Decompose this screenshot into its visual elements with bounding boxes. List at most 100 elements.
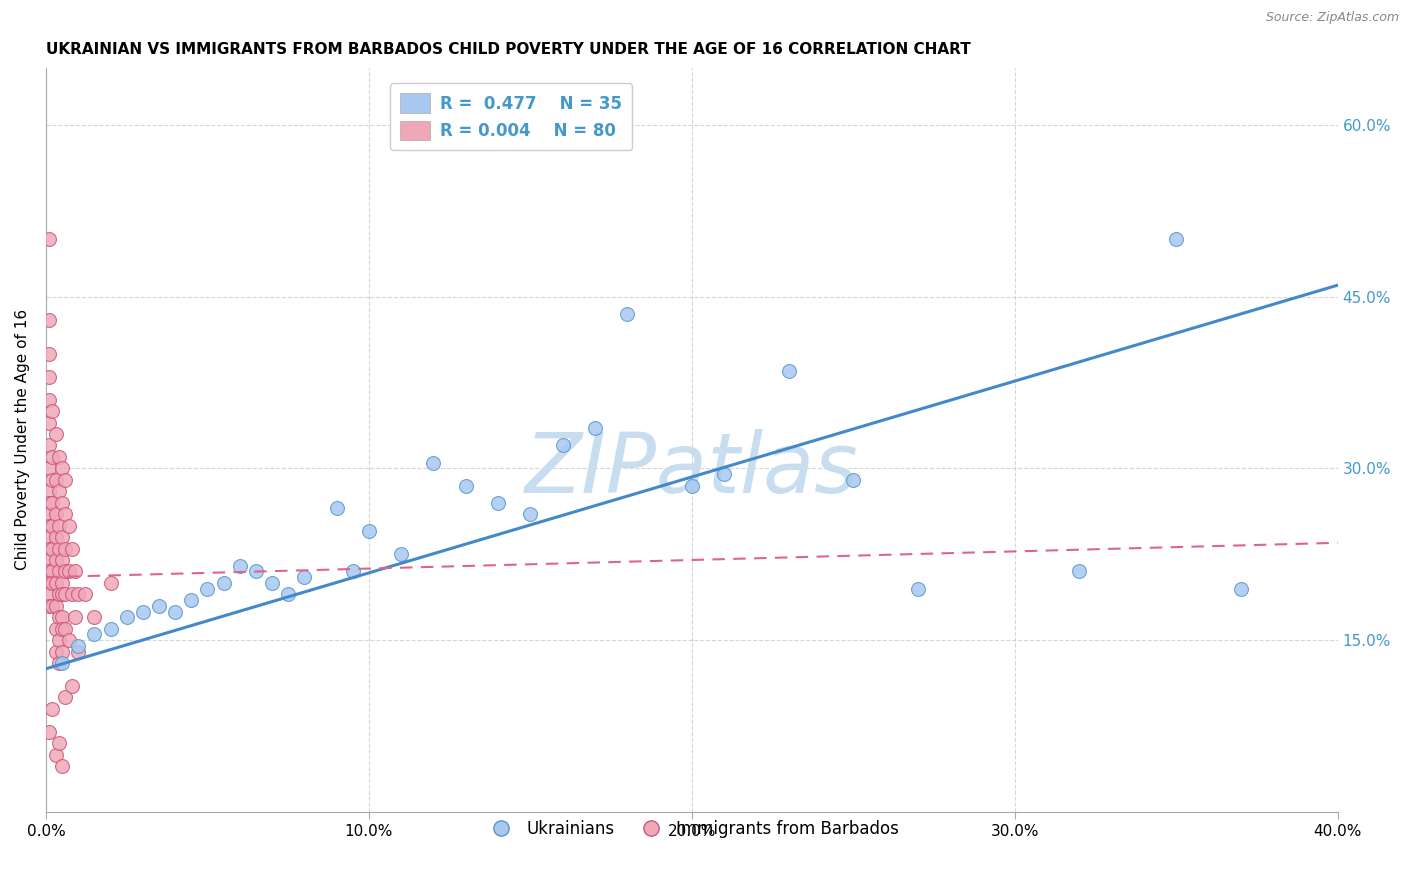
Point (51, 496, 73, 510)
Point (67, 644, 90, 658)
Point (48, 565, 70, 579)
Point (100, 575, 122, 590)
Legend: Ukrainians, Immigrants from Barbados: Ukrainians, Immigrants from Barbados (478, 814, 905, 845)
Point (45, 427, 67, 442)
Point (389, 547, 412, 561)
Point (51, 610, 73, 624)
Point (41, 518, 63, 533)
Point (51, 622, 73, 636)
Point (51, 656, 73, 670)
Point (260, 575, 283, 590)
Point (63, 565, 86, 579)
Text: Source: ZipAtlas.com: Source: ZipAtlas.com (1265, 11, 1399, 24)
Point (53, 622, 76, 636)
Point (48, 450, 70, 464)
Point (48, 484, 70, 499)
Point (41, 496, 63, 510)
Point (132, 605, 155, 619)
Point (41, 450, 63, 464)
Point (100, 622, 122, 636)
Point (67, 587, 90, 601)
Point (38, 416, 60, 430)
Point (51, 461, 73, 475)
Point (357, 524, 380, 539)
Point (60, 679, 83, 693)
Point (45, 473, 67, 487)
Point (38, 518, 60, 533)
Point (83, 610, 105, 624)
Point (38, 530, 60, 544)
Point (53, 473, 76, 487)
Point (67, 639, 90, 653)
Point (38, 541, 60, 556)
Point (48, 736, 70, 750)
Point (148, 599, 170, 613)
Point (73, 587, 96, 601)
Point (60, 587, 83, 601)
Point (58, 565, 80, 579)
Point (713, 467, 735, 482)
Point (53, 690, 76, 705)
Point (45, 644, 67, 658)
Point (58, 633, 80, 648)
Point (454, 478, 477, 492)
Point (277, 587, 299, 601)
Point (38, 599, 60, 613)
Point (51, 553, 73, 567)
Point (53, 565, 76, 579)
Point (583, 421, 606, 435)
Point (58, 518, 80, 533)
Point (38, 369, 60, 384)
Point (53, 541, 76, 556)
Point (551, 438, 574, 452)
Point (228, 558, 250, 573)
Point (41, 599, 63, 613)
Point (48, 656, 70, 670)
Point (38, 312, 60, 326)
Point (53, 587, 76, 601)
Point (38, 438, 60, 452)
Point (38, 587, 60, 601)
Point (83, 627, 105, 641)
Point (51, 587, 73, 601)
Point (48, 633, 70, 648)
Point (45, 575, 67, 590)
Point (1166, 232, 1188, 246)
Point (115, 610, 138, 624)
Point (1229, 582, 1251, 596)
Point (63, 610, 86, 624)
Point (41, 473, 63, 487)
Point (41, 541, 63, 556)
Point (51, 530, 73, 544)
Point (60, 541, 83, 556)
Text: UKRAINIAN VS IMMIGRANTS FROM BARBADOS CHILD POVERTY UNDER THE AGE OF 16 CORRELAT: UKRAINIAN VS IMMIGRANTS FROM BARBADOS CH… (46, 42, 970, 57)
Point (41, 404, 63, 418)
Point (45, 530, 67, 544)
Point (41, 565, 63, 579)
Point (907, 582, 929, 596)
Point (48, 541, 70, 556)
Point (45, 599, 67, 613)
Point (486, 496, 509, 510)
Point (292, 570, 315, 584)
Point (45, 553, 67, 567)
Point (38, 553, 60, 567)
Point (325, 501, 347, 516)
Text: ZIPatlas: ZIPatlas (524, 429, 859, 510)
Point (342, 565, 364, 579)
Point (616, 307, 638, 321)
Point (48, 518, 70, 533)
Point (38, 232, 60, 246)
Point (681, 478, 703, 492)
Point (197, 582, 219, 596)
Point (842, 473, 865, 487)
Point (41, 702, 63, 716)
Point (422, 456, 444, 470)
Point (245, 565, 267, 579)
Point (45, 622, 67, 636)
Point (48, 587, 70, 601)
Point (38, 575, 60, 590)
Point (41, 575, 63, 590)
Point (180, 593, 202, 607)
Point (1069, 565, 1091, 579)
